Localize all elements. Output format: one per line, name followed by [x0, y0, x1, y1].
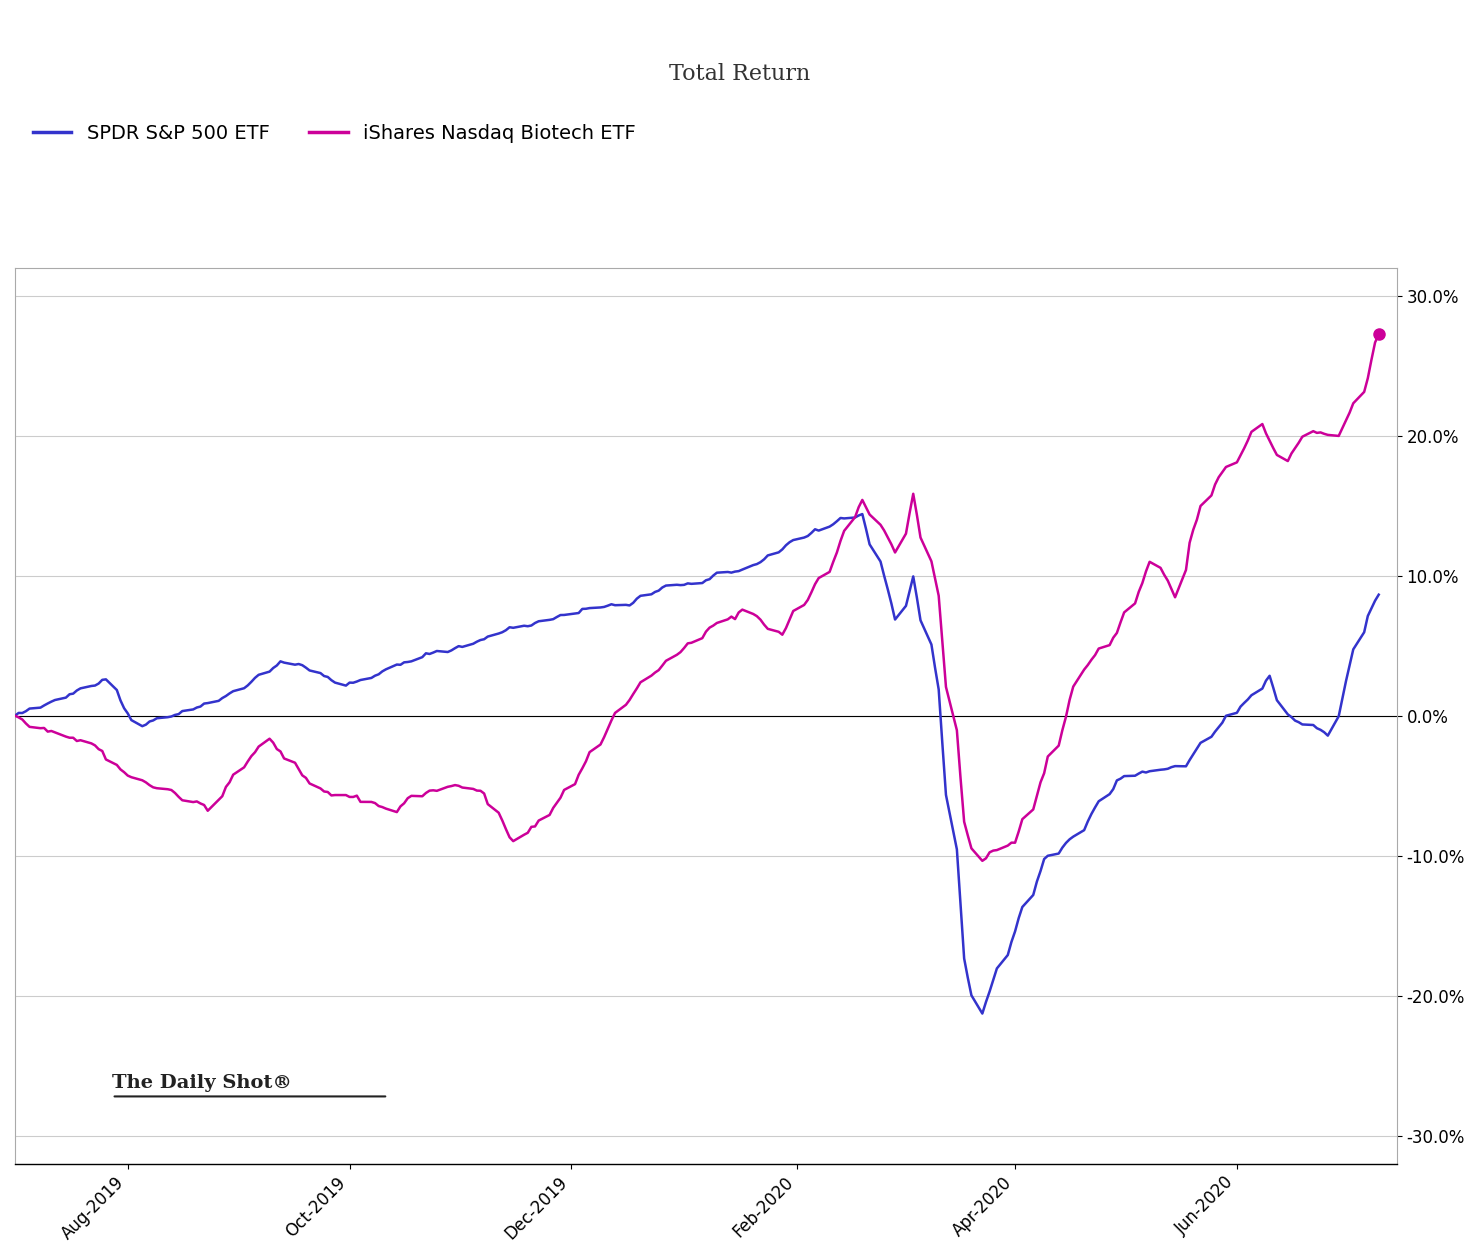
- Legend: SPDR S&P 500 ETF, iShares Nasdaq Biotech ETF: SPDR S&P 500 ETF, iShares Nasdaq Biotech…: [25, 116, 644, 151]
- Text: Total Return: Total Return: [669, 63, 811, 84]
- Text: The Daily Shot®: The Daily Shot®: [111, 1074, 292, 1092]
